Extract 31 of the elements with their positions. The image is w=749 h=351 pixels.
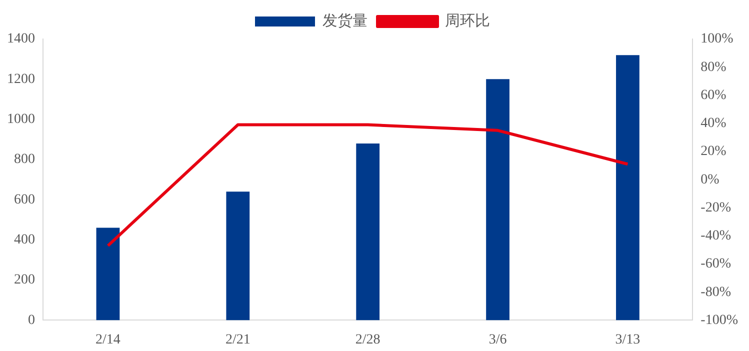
legend-label: 发货量	[322, 12, 368, 30]
legend-label: 周环比	[445, 12, 490, 30]
x-tick-label: 2/28	[355, 332, 380, 348]
y2-tick-label: 40%	[700, 116, 727, 132]
y-tick-label: 0	[28, 312, 35, 328]
bar	[96, 228, 120, 320]
y-tick-label: 600	[14, 192, 35, 208]
y-tick-label: 1000	[7, 112, 35, 128]
bar	[226, 192, 250, 320]
y-tick-label: 200	[14, 272, 35, 288]
y2-tick-label: 100%	[700, 32, 734, 47]
y-tick-label: 1400	[7, 32, 35, 47]
x-tick-label: 2/21	[225, 332, 250, 348]
y-tick-label: 800	[14, 152, 35, 168]
bar	[486, 79, 510, 320]
y2-tick-label: -20%	[700, 200, 732, 216]
bar	[356, 143, 380, 320]
y2-tick-label: -40%	[700, 228, 732, 244]
bar	[616, 55, 640, 320]
y2-tick-label: 0%	[700, 172, 720, 188]
y2-tick-label: -60%	[700, 256, 732, 272]
y2-tick-label: -100%	[700, 312, 738, 328]
y2-tick-label: 60%	[700, 88, 727, 103]
y-tick-label: 400	[14, 232, 35, 248]
y-tick-label: 1200	[7, 72, 35, 87]
y2-tick-label: -80%	[700, 284, 732, 300]
x-tick-label: 3/6	[488, 332, 507, 348]
x-tick-label: 2/14	[96, 332, 120, 348]
y2-tick-label: 80%	[700, 60, 727, 75]
x-tick-label: 3/13	[615, 332, 640, 348]
y2-tick-label: 20%	[700, 144, 727, 160]
